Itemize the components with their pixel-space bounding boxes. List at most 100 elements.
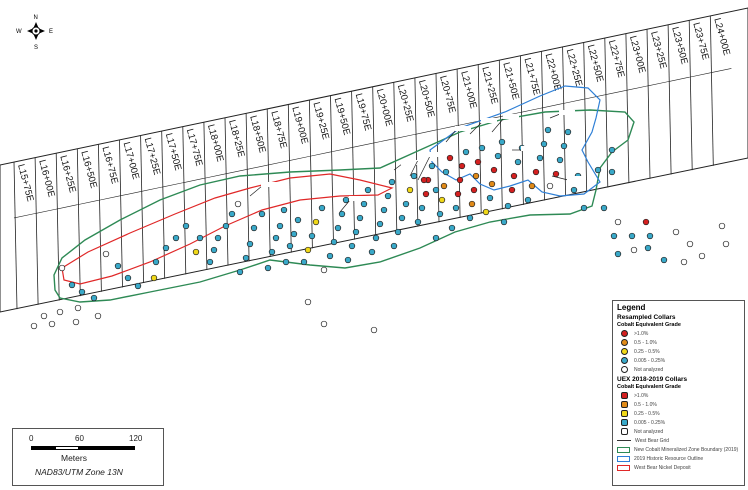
grid-line-label: L19+00E [289, 105, 310, 145]
grid-divider [330, 147, 352, 153]
collar-marker [356, 214, 364, 222]
orange-dot-icon [621, 339, 628, 346]
collar-marker [466, 214, 474, 222]
collar-marker [500, 218, 508, 226]
collar-marker [536, 154, 544, 162]
collar-marker [508, 186, 516, 194]
legend-row: New Cobalt Mineralized Zone Boundary (20… [617, 445, 740, 454]
white-dot-icon [621, 366, 628, 373]
legend-title: Legend [617, 303, 646, 312]
grid-line [182, 126, 187, 275]
grid-line-label: L19+25E [311, 101, 332, 141]
collar-marker [370, 326, 378, 334]
grid-line-label: L23+25E [648, 30, 669, 70]
grid-line [393, 82, 398, 231]
grid-line-label: L15+75E [15, 163, 36, 203]
grid-divider [646, 81, 669, 87]
scale-units: Meters [61, 453, 87, 463]
collar-marker [352, 228, 360, 236]
collar-marker [600, 204, 608, 212]
grid-divider [246, 164, 268, 170]
red-hex-icon [621, 392, 628, 399]
legend-row: West Bear Nickel Deposit [617, 463, 740, 472]
grid-line [477, 64, 482, 214]
collar-marker [364, 186, 372, 194]
collar-marker [510, 172, 518, 180]
legend-row: 0.005 - 0.25% [617, 356, 740, 365]
grid-line [667, 24, 672, 175]
grid-divider [541, 103, 563, 109]
collar-marker [552, 170, 560, 178]
collar-marker [40, 312, 48, 320]
grid-divider [119, 191, 141, 197]
collar-marker [360, 200, 368, 208]
collar-marker [308, 232, 316, 240]
grid-line-label: L22+75E [606, 39, 627, 79]
grid-line [224, 117, 229, 266]
collar-marker [468, 200, 476, 208]
collar-marker [372, 234, 380, 242]
grid-line-label: L17+75E [184, 128, 205, 168]
collar-marker [698, 252, 706, 260]
collar-marker [242, 254, 250, 262]
collar-marker [342, 196, 350, 204]
grid-divider [393, 134, 415, 140]
hole-label-leader [469, 121, 483, 135]
collar-marker [214, 234, 222, 242]
grid-divider [35, 208, 57, 214]
collar-marker [192, 248, 200, 256]
collar-marker [402, 200, 410, 208]
collar-marker [446, 154, 454, 162]
scale-tick: 60 [75, 434, 84, 443]
grid-line [119, 139, 123, 288]
collar-marker [264, 264, 272, 272]
collar-marker [376, 220, 384, 228]
collar-marker [470, 186, 478, 194]
hole-label [417, 156, 433, 161]
collar-marker [334, 224, 342, 232]
collar-marker [482, 208, 490, 216]
grid-line-label: L20+75E [437, 74, 458, 114]
grid-line [13, 162, 18, 310]
yellow-hex-icon [621, 410, 628, 417]
grid-divider [625, 85, 648, 91]
collar-marker [486, 194, 494, 202]
grid-divider [372, 138, 394, 144]
grid-divider [161, 182, 183, 188]
hole-labels [249, 110, 583, 213]
collar-marker [320, 266, 328, 274]
grid-line-label: L20+50E [416, 79, 437, 119]
collar-marker [614, 250, 622, 258]
grid-divider [140, 186, 162, 192]
red-boundary [61, 173, 394, 285]
collar-marker [294, 216, 302, 224]
hole-label [567, 176, 583, 181]
hole-label [349, 196, 365, 201]
collar-marker [428, 162, 436, 170]
collar-marker [454, 190, 462, 198]
red-box-icon [617, 464, 630, 471]
grid-line [98, 144, 102, 292]
grid-divider [435, 125, 458, 131]
collar-marker [210, 246, 218, 254]
uex-title: UEX 2018-2019 Collars [617, 376, 688, 383]
collar-marker [458, 162, 466, 170]
scale-segment [31, 446, 55, 450]
grid-line [583, 42, 588, 192]
grid-divider [203, 173, 226, 179]
blue-boundary [429, 85, 601, 197]
collar-marker [304, 246, 312, 254]
collar-marker [614, 218, 622, 226]
collar-marker [326, 252, 334, 260]
collar-marker [56, 308, 64, 316]
grid-line [309, 100, 313, 249]
grid-line-label: L20+25E [395, 83, 416, 123]
collar-marker [246, 240, 254, 248]
legend-row: 0.25 - 0.5% [617, 409, 740, 418]
collar-marker [268, 248, 276, 256]
collar-marker [718, 222, 726, 230]
collar-marker [680, 258, 688, 266]
collar-marker [410, 172, 418, 180]
scale-segment [55, 446, 79, 450]
